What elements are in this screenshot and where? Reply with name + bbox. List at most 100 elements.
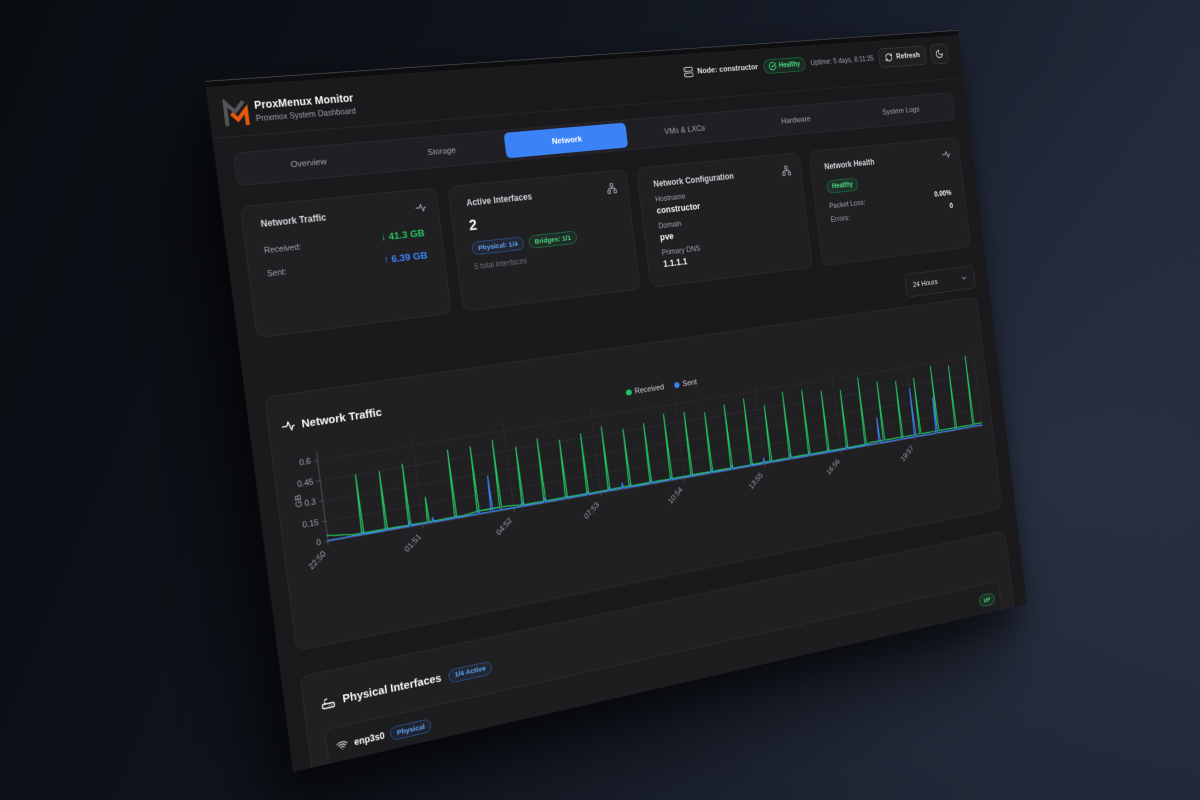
x-axis-label: 07:53 <box>582 500 601 521</box>
theme-toggle-button[interactable] <box>929 42 949 65</box>
time-range-select[interactable]: 24 Hours <box>904 265 976 298</box>
brand: ProxMenux Monitor Proxmox System Dashboa… <box>220 90 357 128</box>
interface-type-badge: Bridges: 1/1 <box>527 230 578 249</box>
y-axis-tick <box>314 460 318 461</box>
grid-line-vertical <box>503 424 514 509</box>
interface-status-badge: UP <box>978 592 996 608</box>
tab-storage[interactable]: Storage <box>427 145 457 157</box>
activity-icon <box>941 149 951 160</box>
interface-type-badge: Physical: 1/4 <box>471 236 525 256</box>
y-axis-tick <box>316 481 320 482</box>
interface-kind-badge: Physical <box>389 718 433 741</box>
card-active-interfaces: Active Interfaces 2 Physical: 1/4 Bridges… <box>447 169 641 312</box>
x-axis-label: 22:50 <box>307 549 328 571</box>
health-badge-label: Healthy <box>778 60 801 70</box>
x-axis-label: 13:55 <box>747 471 764 491</box>
sent-row: Sent: ↑ 6.39 GB <box>266 249 429 279</box>
health-metric-value: 0.00% <box>933 188 952 199</box>
health-metric-label: Packet Loss: <box>828 198 866 211</box>
sent-amount: 6.39 GB <box>390 249 429 265</box>
card-title: Network Health <box>823 157 875 172</box>
network-icon <box>606 182 618 194</box>
x-axis-label: 19:57 <box>899 444 915 463</box>
y-axis-label: 0.6 <box>299 456 312 467</box>
health-metric-value: 0 <box>949 201 954 211</box>
physical-interfaces-title: Physical Interfaces <box>341 671 443 706</box>
active-count-badge: 1/4 Active <box>447 660 493 684</box>
main-content: Overview Storage Network VMs & LXCs Hardware… <box>212 78 1027 773</box>
refresh-label: Refresh <box>895 51 921 61</box>
header-toolbar: Node: constructor Healthy Uptime: 5 days… <box>682 42 949 84</box>
y-axis-label: 0 <box>316 538 322 548</box>
arrow-up-icon: ↑ <box>383 253 390 266</box>
tab-overview[interactable]: Overview <box>290 156 328 170</box>
health-status-badge: Healthy <box>762 56 807 74</box>
dashboard-panel: ProxMenux Monitor Proxmox System Dashboa… <box>205 29 1028 773</box>
refresh-icon <box>884 52 893 62</box>
series-line-received <box>317 355 982 540</box>
y-axis-tick <box>319 501 323 502</box>
network-traffic-chart-card: Network Traffic Received Sent 0 0.15 0.3 0.4… <box>264 296 1003 651</box>
activity-icon <box>414 201 427 214</box>
received-label: Received: <box>263 242 302 256</box>
y-axis-line <box>316 451 327 541</box>
health-status-wrap: Healthy <box>826 167 950 194</box>
received-value: ↓ 41.3 GB <box>380 227 425 243</box>
arrow-down-icon: ↓ <box>380 231 387 243</box>
health-rows: Packet Loss: 0.00% Errors: 0 <box>829 189 954 224</box>
grid-line-vertical <box>755 384 765 464</box>
check-circle-icon <box>768 61 777 70</box>
legend-label: Sent <box>682 377 698 389</box>
y-axis-tick <box>324 541 328 542</box>
y-axis-title: GB <box>293 494 304 508</box>
chart-toolbar: 24 Hours <box>904 265 976 298</box>
grid-line-vertical <box>973 350 982 425</box>
network-icon <box>781 165 792 177</box>
y-axis-label: 0.45 <box>297 477 314 489</box>
grid-line-vertical <box>591 410 601 493</box>
health-metric-label: Errors: <box>830 213 851 224</box>
sent-value: ↑ 6.39 GB <box>383 249 428 265</box>
grid-line-vertical <box>832 372 842 450</box>
y-axis-tick <box>322 521 326 522</box>
health-card-badge: Healthy <box>826 177 859 194</box>
grid-line-vertical <box>412 438 423 525</box>
node-indicator: Node: constructor <box>683 62 759 79</box>
card-title: Network Traffic <box>260 212 327 230</box>
router-icon <box>320 693 336 711</box>
interface-name: enp3s0 <box>353 730 386 748</box>
node-label: Node: constructor <box>696 62 759 76</box>
received-amount: 41.3 GB <box>387 227 426 243</box>
traffic-chart: 0 0.15 0.3 0.45 0.6 GB 22:50 01:51 04:52 07:53 10:… <box>293 345 988 571</box>
config-fields: Hostname constructor Domain pve Primary DNS 1… <box>655 181 797 269</box>
x-axis-label: 04:52 <box>494 516 514 537</box>
card-network-health: Network Health Healthy Packet Loss: 0.00%… <box>808 136 972 267</box>
server-icon <box>683 66 694 78</box>
card-network-configuration: Network Configuration Hostname constructo… <box>635 152 813 288</box>
x-axis-label: 10:54 <box>666 485 684 505</box>
activity-icon <box>280 418 296 435</box>
legend-dot <box>673 381 680 389</box>
legend-dot <box>625 389 632 396</box>
grid-line-vertical <box>674 397 684 478</box>
tab-hardware[interactable]: Hardware <box>780 114 812 126</box>
app-title-block: ProxMenux Monitor Proxmox System Dashboa… <box>253 92 356 124</box>
x-axis-line <box>328 426 982 542</box>
wifi-icon <box>336 738 349 753</box>
y-axis-label: 0.3 <box>304 497 317 508</box>
traffic-rows: Received: ↓ 41.3 GB Sent: ↑ 6.39 GB <box>263 227 428 279</box>
sent-label: Sent: <box>266 267 288 279</box>
time-range-value: 24 Hours <box>912 277 939 289</box>
moon-icon <box>935 48 944 58</box>
tab-system-logs[interactable]: System Logs <box>881 105 920 117</box>
x-axis-label: 01:51 <box>403 532 423 554</box>
proxmenux-logo-icon <box>220 98 251 128</box>
refresh-button[interactable]: Refresh <box>877 45 928 68</box>
chevron-down-icon <box>960 273 968 282</box>
tab-network[interactable]: Network <box>503 122 629 159</box>
x-axis-label: 16:56 <box>825 457 841 477</box>
tab-vms-lxcs[interactable]: VMs & LXCs <box>663 123 706 136</box>
y-axis-label: 0.15 <box>302 517 319 529</box>
uptime-text: Uptime: 5 days, 6:11:25 <box>810 54 875 68</box>
